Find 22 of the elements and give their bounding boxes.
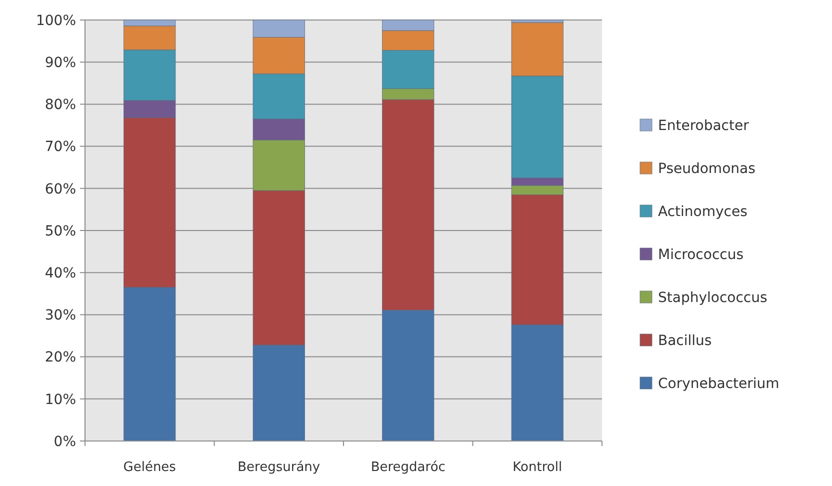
legend-label: Actinomyces <box>658 204 748 220</box>
x-tick-label: Beregsurány <box>238 460 320 475</box>
y-tick-label: 60% <box>44 181 76 198</box>
legend-label: Bacillus <box>658 332 712 349</box>
legend-label: Enterobacter <box>658 118 750 134</box>
y-tick-label: 90% <box>44 55 76 71</box>
y-tick-label: 100% <box>36 12 76 29</box>
x-tick-label: Gelénes <box>123 460 176 475</box>
y-tick-label: 30% <box>44 308 76 324</box>
legend-label: Corynebacterium <box>658 376 780 392</box>
y-tick-label: 40% <box>44 266 76 282</box>
x-tick-label: Kontroll <box>512 460 562 475</box>
y-tick-label: 70% <box>44 139 76 156</box>
x-tick-label: Beregdaróc <box>370 460 446 475</box>
y-tick-label: 10% <box>44 392 76 408</box>
y-tick-label: 50% <box>44 223 76 240</box>
y-tick-label: 0% <box>54 434 76 450</box>
y-tick-label: 20% <box>44 350 76 366</box>
legend-label: Pseudomonas <box>658 160 756 177</box>
legend-label: Micrococcus <box>658 246 744 263</box>
legend-label: Staphylococcus <box>658 290 768 306</box>
y-tick-label: 80% <box>44 97 76 114</box>
